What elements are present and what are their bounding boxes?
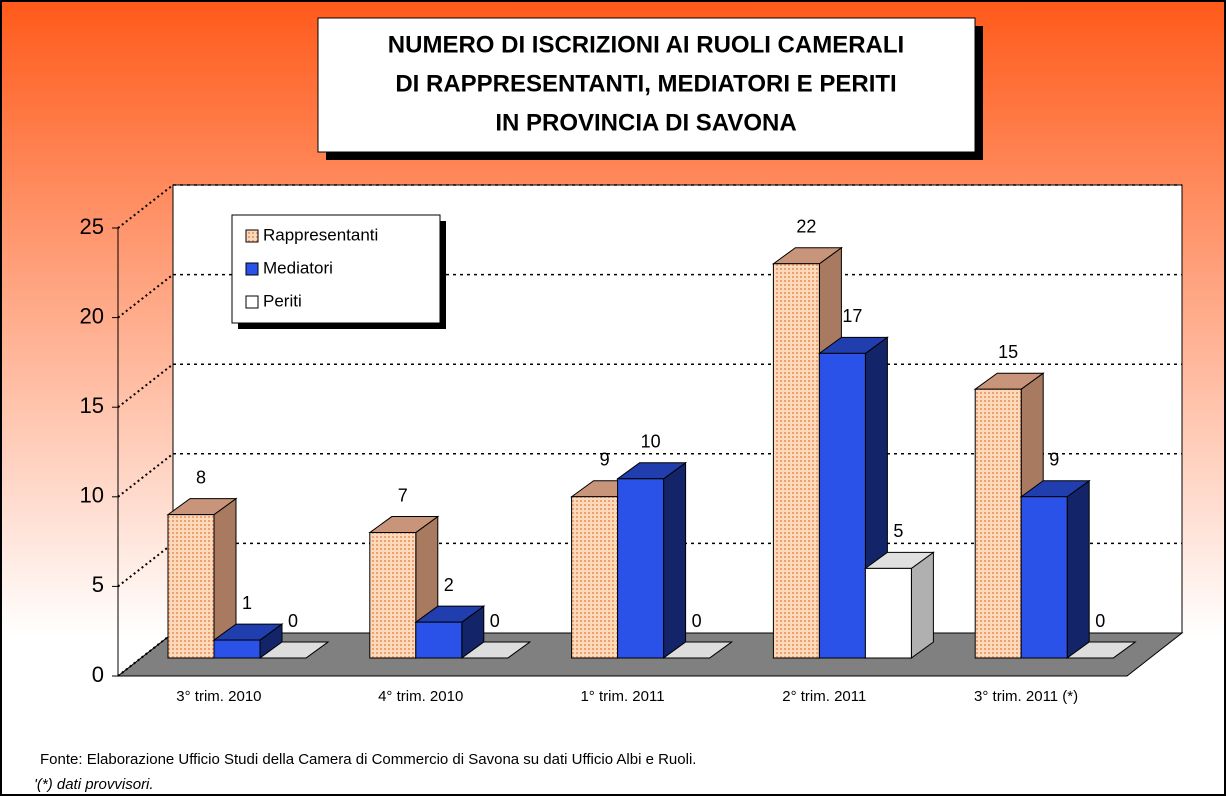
legend-swatch: [245, 229, 259, 243]
bar: [617, 478, 665, 659]
value-label: 17: [842, 306, 862, 326]
title-box: [317, 17, 976, 153]
bar: [415, 621, 463, 659]
x-tick-label: 2° trim. 2011: [782, 688, 866, 705]
bar-top: [662, 641, 734, 659]
value-label: 2: [444, 575, 454, 595]
bar: [1020, 496, 1068, 659]
bar-top: [1065, 641, 1137, 659]
legend-box: [231, 214, 441, 324]
value-label: 7: [398, 485, 408, 505]
grid-line: [117, 542, 174, 588]
y-tick-label: 25: [80, 214, 104, 239]
value-label: 10: [641, 432, 661, 452]
x-tick-label: 1° trim. 2011: [580, 688, 664, 705]
bar: [818, 352, 866, 659]
y-tick-label: 5: [92, 572, 104, 597]
grid-line: [117, 453, 174, 498]
bar: [864, 567, 912, 659]
legend-label: Periti: [263, 291, 302, 310]
legend-label: Rappresentanti: [263, 225, 378, 244]
value-label: 22: [796, 217, 816, 237]
x-tick-label: 4° trim. 2010: [378, 688, 463, 705]
grid-line: [117, 273, 174, 319]
y-tick-label: 10: [80, 483, 104, 508]
value-label: 9: [1049, 449, 1059, 469]
source-note: Fonte: Elaborazione Ufficio Studi della …: [40, 751, 696, 768]
bar: [974, 388, 1022, 659]
chart-title: NUMERO DI ISCRIZIONI AI RUOLI CAMERALI: [388, 31, 904, 58]
y-tick-label: 20: [80, 303, 104, 328]
value-label: 0: [288, 611, 298, 631]
value-label: 8: [196, 467, 206, 487]
value-label: 0: [490, 611, 500, 631]
bar-side: [910, 551, 934, 659]
bar-top: [460, 641, 532, 659]
legend-swatch: [245, 262, 259, 276]
value-label: 15: [998, 342, 1018, 362]
x-tick-label: 3° trim. 2011 (*): [974, 688, 1078, 705]
grid-line: [117, 632, 174, 677]
bar: [571, 496, 619, 659]
bar: [167, 514, 215, 659]
y-tick-label: 0: [92, 662, 104, 687]
chart-title: DI RAPPRESENTANTI, MEDIATORI E PERITI: [395, 70, 896, 97]
value-label: 0: [692, 611, 702, 631]
grid-line: [117, 184, 174, 229]
chart-title: IN PROVINCIA DI SAVONA: [495, 109, 796, 136]
bar-side: [663, 461, 687, 659]
bar-side: [1066, 479, 1090, 659]
bar: [369, 532, 417, 659]
value-label: 9: [600, 449, 610, 469]
y-tick-label: 15: [80, 393, 104, 418]
x-tick-label: 3° trim. 2010: [176, 688, 261, 705]
bar: [213, 639, 261, 659]
legend-swatch: [245, 295, 259, 309]
value-label: 5: [893, 521, 903, 541]
grid-line: [117, 363, 174, 408]
legend-label: Mediatori: [263, 258, 333, 277]
bar: [772, 263, 820, 659]
value-label: 1: [242, 593, 252, 613]
bar-top: [258, 641, 330, 659]
value-label: 0: [1095, 611, 1105, 631]
footnote: '(*) dati provvisori.: [34, 776, 154, 793]
